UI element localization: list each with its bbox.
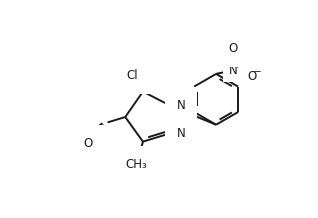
Text: N: N — [177, 99, 186, 112]
Text: O: O — [83, 137, 92, 150]
Text: +: + — [233, 61, 241, 70]
Text: −: − — [252, 66, 261, 77]
Text: Cl: Cl — [126, 69, 138, 82]
Text: O: O — [248, 70, 257, 83]
Text: O: O — [228, 42, 238, 55]
Text: N: N — [229, 64, 238, 77]
Text: CH₃: CH₃ — [125, 158, 147, 171]
Text: N: N — [177, 128, 186, 140]
